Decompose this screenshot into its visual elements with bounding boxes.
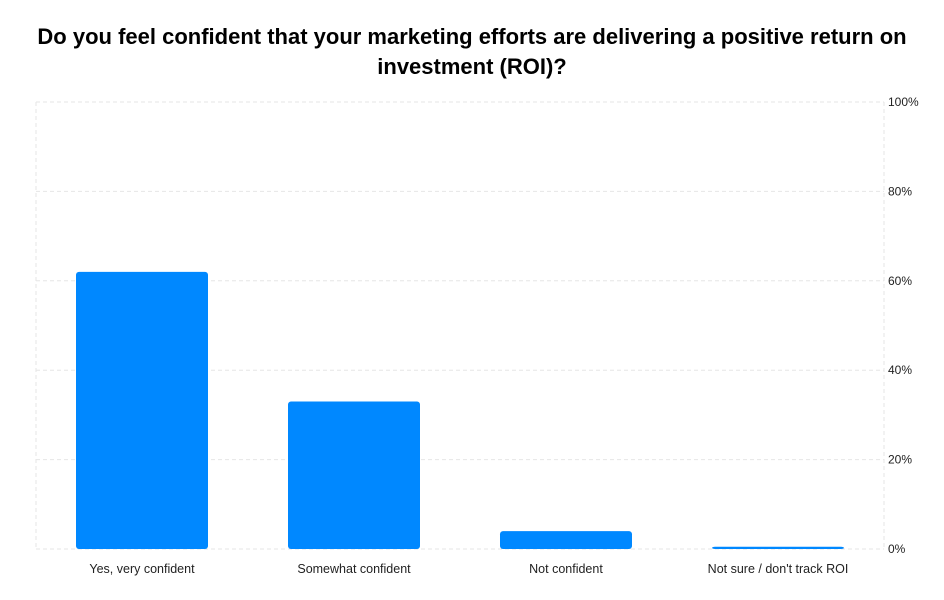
chart-title: Do you feel confident that your marketin… [37,24,907,79]
y-tick-label: 60% [888,274,912,288]
bar [288,401,420,549]
x-category-label: Not sure / don't track ROI [708,562,849,576]
y-tick-label: 20% [888,453,912,467]
bar [500,531,632,549]
y-tick-label: 0% [888,542,906,556]
x-category-label: Yes, very confident [89,562,195,576]
y-axis-ticks: 0% 20% 40% 60% 80% 100% [888,95,919,556]
x-category-label: Somewhat confident [297,562,411,576]
x-axis-labels: Yes, very confident Somewhat confident Not… [89,562,848,576]
bar [712,546,844,549]
y-tick-label: 100% [888,95,919,109]
y-tick-label: 80% [888,184,912,198]
y-tick-label: 40% [888,363,912,377]
x-category-label: Not confident [529,562,603,576]
bar [76,271,208,549]
bar-layer [76,271,844,549]
